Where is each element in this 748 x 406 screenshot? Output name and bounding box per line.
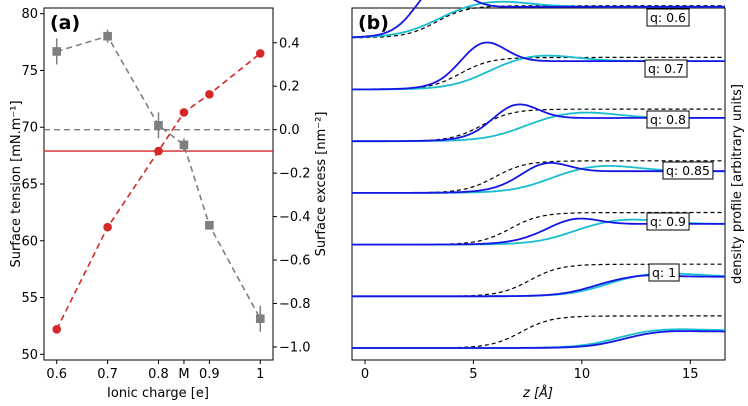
panel-b-chart: q: 0.6 q: 0.7 q: 0.8 q: 0.85 q: 0.9 q: 1 0 5 10… [351, 0, 745, 401]
y-left-tick-label: 65 [21, 178, 38, 193]
panel-b-ylabel: density profile [arbitrary units] [730, 84, 745, 284]
dashed-profile-line [352, 56, 725, 91]
y-right-tick-label: −0.2 [279, 167, 311, 182]
q-label-box [648, 263, 680, 282]
tension-point [154, 146, 163, 156]
y-left-tick-label: 80 [21, 7, 38, 22]
excess-point [179, 140, 189, 150]
excess-point [103, 31, 112, 41]
x-tick-label: 0.9 [199, 367, 220, 382]
q-label: q: 0.9 [650, 214, 686, 229]
y-right-tick-label: −0.4 [279, 210, 311, 225]
x-tick-label: 0.6 [46, 367, 67, 382]
y-right-tick-label: −0.6 [279, 254, 311, 269]
excess-point [205, 220, 214, 230]
dashed-profile-line [352, 315, 725, 349]
x-tick-label: 0 [361, 367, 369, 382]
tension-point [52, 325, 62, 334]
y-left-tick-label: 50 [21, 348, 38, 363]
panel-a-xlabel: Ionic charge [e] [107, 386, 209, 401]
x-tick-label: 1 [256, 367, 264, 382]
tension-point [205, 89, 214, 99]
q-label-box [646, 8, 690, 27]
tension-point [179, 108, 189, 117]
panel-a-label: (a) [50, 12, 80, 34]
x-tick-label: 0.8 [148, 367, 169, 382]
q-label: q: 0.8 [650, 112, 686, 127]
y-right-tick-label: 0.2 [279, 80, 300, 95]
q-label: q: 0.7 [648, 61, 684, 76]
q-label-box [646, 110, 690, 129]
panel-a-ylabel-left: Surface tension [mN.m⁻¹] [9, 100, 24, 267]
x-tick-label: M [178, 367, 189, 382]
panel-b-frame [351, 7, 726, 361]
y-left-tick-label: 75 [21, 64, 38, 79]
panel-a-chart: 0.6 0.7 0.8 M 0.9 1 50 55 60 65 70 75 80 −1.0 −0.8 −0… [9, 7, 329, 401]
q-label: q: 0.6 [650, 10, 686, 25]
y-left-tick-label: 60 [21, 234, 38, 249]
panel-b-label: (b) [358, 12, 389, 34]
q-label-box [644, 59, 688, 78]
y-right-tick-label: −1.0 [279, 340, 311, 355]
tension-point [103, 222, 112, 232]
y-left-tick-label: 70 [21, 121, 38, 136]
y-right-tick-label: 0.0 [279, 123, 300, 138]
blue-profile-line [352, 0, 725, 39]
panel-a-frame [43, 7, 274, 361]
y-left-tick-label: 55 [21, 291, 38, 306]
excess-point [154, 121, 163, 130]
dashed-profile-line [352, 5, 725, 39]
x-tick-label: 0.7 [97, 367, 118, 382]
q-label: q: 1 [652, 265, 676, 280]
panel-a-ylabel-right: Surface excess [nm⁻²] [314, 112, 329, 257]
x-tick-label: 15 [682, 367, 699, 382]
x-tick-label: 5 [469, 367, 477, 382]
x-tick-label: 10 [574, 367, 591, 382]
blue-profile-line [352, 330, 725, 349]
q-label-box [646, 212, 690, 231]
panel-b-xlabel: z [Å] [522, 385, 553, 401]
q-label-box [662, 161, 714, 180]
excess-point [52, 47, 62, 56]
tension-series-line [56, 52, 261, 330]
y-right-tick-label: −0.8 [279, 297, 311, 312]
excess-series-line [56, 35, 261, 320]
dashed-profile-line [352, 160, 725, 194]
q-label: q: 0.85 [666, 163, 710, 178]
tension-point [255, 49, 265, 58]
y-right-tick-label: 0.4 [279, 36, 300, 51]
excess-point [255, 314, 265, 324]
